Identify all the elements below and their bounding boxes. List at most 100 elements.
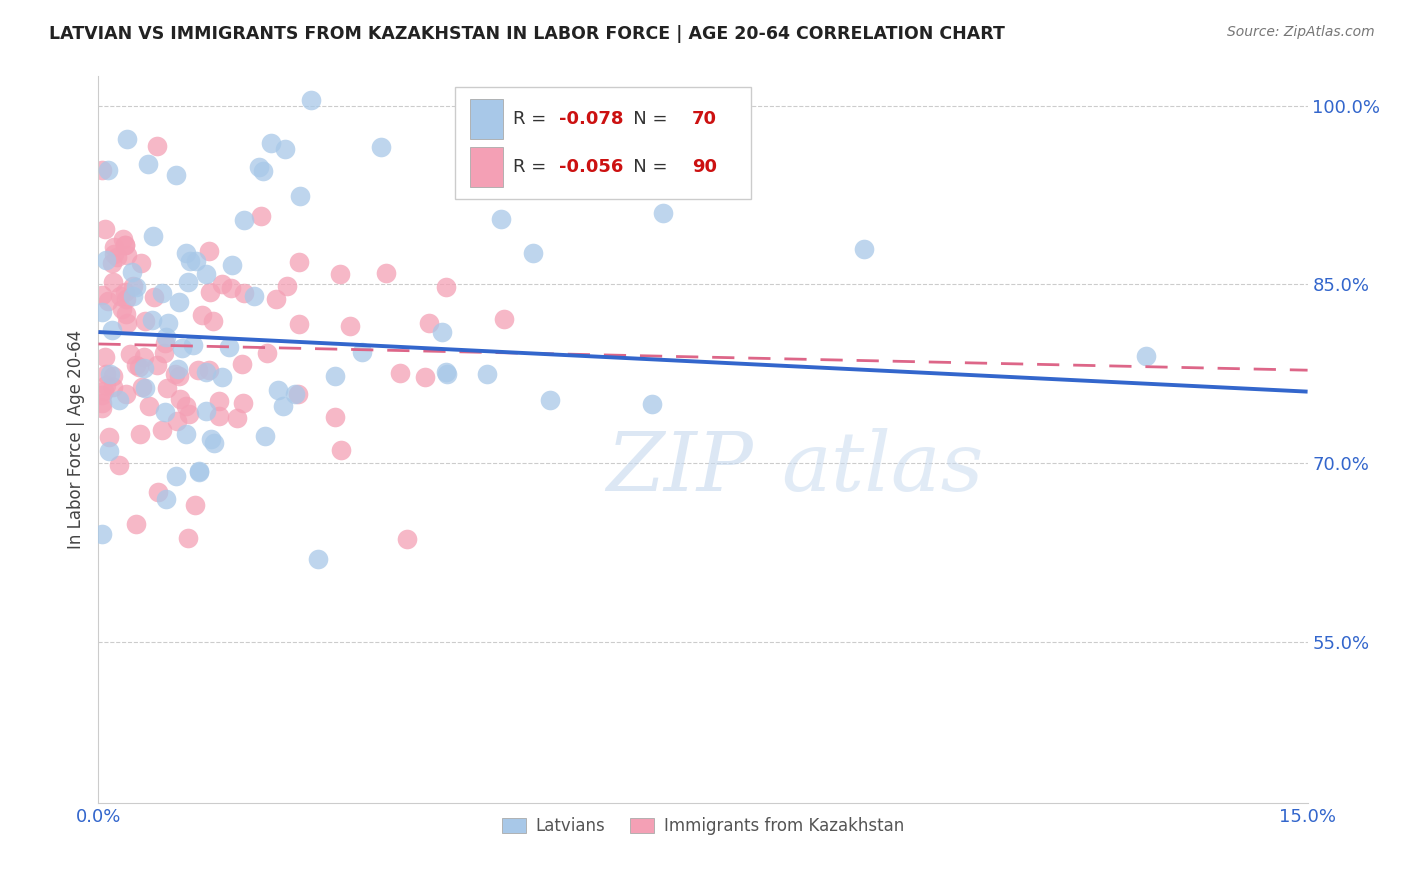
- Point: [436, 367, 458, 381]
- Point: [522, 246, 544, 260]
- Point: [191, 308, 214, 322]
- Point: [174, 427, 197, 442]
- Point: [169, 392, 191, 406]
- Point: [96, 253, 118, 268]
- Point: [103, 240, 125, 254]
- Point: [155, 491, 177, 506]
- Point: [475, 367, 498, 381]
- Point: [167, 361, 190, 376]
- Text: ZIP: ZIP: [606, 428, 754, 508]
- Point: [150, 423, 173, 437]
- Point: [91, 388, 114, 402]
- Point: [166, 414, 188, 428]
- Point: [287, 387, 309, 401]
- Point: [143, 290, 166, 304]
- Point: [194, 365, 217, 379]
- Point: [274, 142, 297, 156]
- Point: [114, 285, 136, 299]
- Point: [105, 250, 128, 264]
- Point: [176, 275, 198, 289]
- Point: [231, 357, 253, 371]
- Point: [146, 358, 169, 372]
- Point: [219, 281, 242, 295]
- Point: [118, 347, 141, 361]
- Point: [94, 350, 117, 364]
- Point: [323, 410, 346, 425]
- Point: [288, 318, 311, 332]
- Point: [271, 399, 294, 413]
- Point: [165, 368, 187, 382]
- Point: [256, 346, 278, 360]
- Text: 70: 70: [692, 111, 717, 128]
- Point: [156, 317, 179, 331]
- Point: [200, 285, 222, 299]
- Point: [114, 292, 136, 306]
- Point: [121, 265, 143, 279]
- Point: [132, 350, 155, 364]
- Point: [131, 256, 153, 270]
- Point: [91, 395, 114, 409]
- Point: [167, 295, 190, 310]
- Point: [101, 368, 124, 383]
- Point: [352, 345, 374, 359]
- Point: [172, 341, 194, 355]
- Point: [167, 369, 190, 384]
- Point: [103, 380, 125, 394]
- Point: [197, 244, 219, 258]
- Point: [208, 409, 231, 423]
- Point: [339, 319, 361, 334]
- Point: [436, 365, 458, 379]
- Y-axis label: In Labor Force | Age 20-64: In Labor Force | Age 20-64: [66, 330, 84, 549]
- Point: [202, 314, 225, 328]
- Point: [134, 314, 156, 328]
- Point: [128, 360, 150, 375]
- Point: [101, 323, 124, 337]
- Point: [91, 526, 114, 541]
- Point: [165, 168, 187, 182]
- Point: [276, 278, 298, 293]
- Point: [243, 289, 266, 303]
- Point: [651, 206, 673, 220]
- Text: atlas: atlas: [782, 428, 984, 508]
- Point: [218, 340, 240, 354]
- Point: [174, 246, 197, 260]
- Point: [152, 346, 174, 360]
- Point: [375, 266, 398, 280]
- Text: N =: N =: [616, 111, 673, 128]
- Point: [146, 138, 169, 153]
- Point: [418, 316, 440, 330]
- Text: N =: N =: [616, 158, 673, 176]
- Point: [111, 301, 134, 316]
- Point: [141, 313, 163, 327]
- Point: [430, 325, 453, 339]
- Point: [188, 464, 211, 478]
- Point: [264, 292, 287, 306]
- Point: [156, 381, 179, 395]
- Point: [370, 140, 392, 154]
- Point: [128, 427, 150, 442]
- Point: [179, 407, 201, 421]
- Point: [853, 242, 876, 256]
- Point: [329, 267, 352, 281]
- Point: [260, 136, 283, 150]
- Point: [93, 384, 115, 398]
- Point: [91, 163, 114, 178]
- Point: [138, 399, 160, 413]
- Text: 90: 90: [692, 158, 717, 176]
- Point: [155, 330, 177, 344]
- Point: [98, 444, 121, 458]
- Point: [155, 336, 177, 351]
- Point: [494, 312, 516, 326]
- Point: [132, 361, 155, 376]
- Point: [221, 258, 243, 272]
- Point: [94, 222, 117, 236]
- Point: [146, 484, 169, 499]
- Legend: Latvians, Immigrants from Kazakhstan: Latvians, Immigrants from Kazakhstan: [495, 811, 911, 842]
- Point: [103, 247, 125, 261]
- Point: [177, 531, 200, 545]
- Point: [117, 132, 139, 146]
- Point: [114, 238, 136, 252]
- Point: [108, 458, 131, 472]
- Point: [91, 401, 114, 415]
- Point: [179, 254, 201, 268]
